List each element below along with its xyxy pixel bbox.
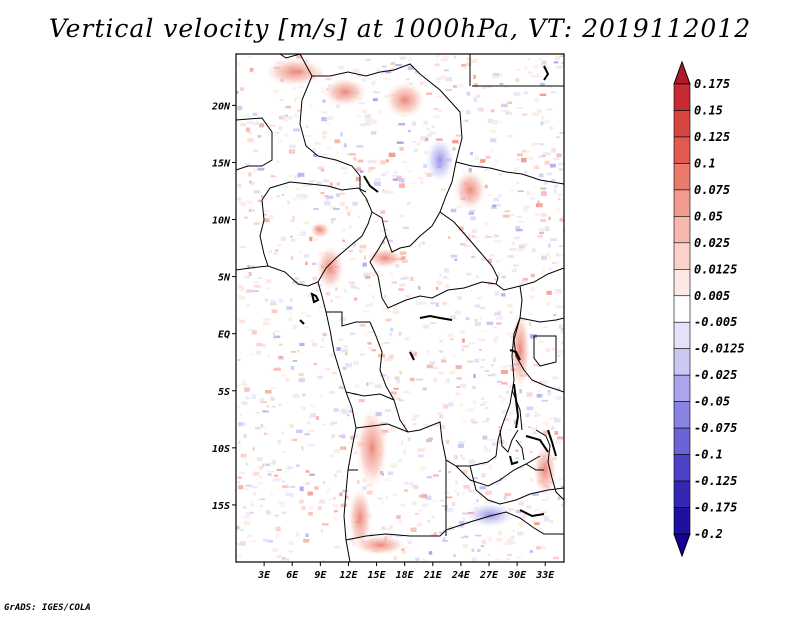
colorbar-label: 0.15 <box>694 103 723 117</box>
lat-tick-label: 20N <box>211 101 231 112</box>
colorbar-top-arrow <box>673 60 691 85</box>
colorbar-label: 0.075 <box>694 183 730 197</box>
country-borders <box>236 54 564 562</box>
lat-tick-label: 15N <box>212 158 231 169</box>
colorbar-segment <box>673 348 691 376</box>
colorbar-segment <box>673 110 691 138</box>
lon-tick-label: 24E <box>451 570 471 581</box>
lon-tick-label: 9E <box>314 570 327 581</box>
colorbar-label: -0.2 <box>694 527 723 541</box>
colorbar-segment <box>673 136 691 164</box>
map-title: Vertical velocity [m/s] at 1000hPa, VT: … <box>48 14 752 43</box>
lat-tick-label: 5S <box>218 387 230 398</box>
colorbar-label: 0.05 <box>694 209 723 223</box>
lon-tick-label: 3E <box>257 570 271 581</box>
lon-tick-label: 21E <box>423 570 443 581</box>
colorbar-label: -0.075 <box>694 421 737 435</box>
colorbar-segment <box>673 189 691 217</box>
colorbar-segment <box>673 480 691 508</box>
colorbar-segment <box>673 374 691 402</box>
colorbar-segment <box>673 454 691 482</box>
colorbar-bottom-arrow <box>673 533 691 558</box>
colorbar-segment <box>673 83 691 111</box>
lakes-and-coasts <box>299 65 557 518</box>
lon-tick-label: 33E <box>535 570 555 581</box>
colorbar-label: -0.05 <box>694 395 730 409</box>
colorbar-segment <box>673 268 691 297</box>
lat-tick-label: 10N <box>212 216 231 227</box>
colorbar-label: -0.025 <box>694 368 737 382</box>
colorbar-label: 0.0125 <box>694 262 737 276</box>
colorbar-label: -0.175 <box>694 501 737 515</box>
colorbar-label: 0.175 <box>694 77 730 91</box>
lat-tick-label: 10S <box>212 444 230 455</box>
colorbar: 0.175 0.15 0.125 0.1 0.075 0.05 0.025 0.0125 0.0… <box>673 60 745 558</box>
colorbar-segment <box>673 295 691 323</box>
colorbar-segment <box>673 216 691 244</box>
colorbar-label: -0.0125 <box>694 342 745 356</box>
colorbar-label: -0.125 <box>694 474 737 488</box>
grads-credit: GrADS: IGES/COLA <box>4 603 91 613</box>
longitude-ticks: 3E 6E 9E 12E 15E 18E 21E 24E 27E 30E 33E <box>257 562 555 581</box>
colorbar-label: 0.125 <box>694 130 730 144</box>
colorbar-segment <box>673 321 691 350</box>
colorbar-label: 0.1 <box>694 156 716 170</box>
colorbar-segment <box>673 163 691 191</box>
latitude-ticks: 20N 15N 10N 5N EQ 5S 10S 15S <box>211 101 236 512</box>
colorbar-segment <box>673 507 691 535</box>
colorbar-label: 0.025 <box>694 236 730 250</box>
lon-tick-label: 30E <box>507 570 527 581</box>
colorbar-segment <box>673 242 691 270</box>
colorbar-segment <box>673 401 691 429</box>
lat-tick-label: 5N <box>218 273 231 284</box>
lon-tick-label: 15E <box>368 570 387 581</box>
colorbar-label: -0.005 <box>694 315 737 329</box>
lat-tick-label: EQ <box>218 330 230 341</box>
colorbar-label: -0.1 <box>694 448 723 462</box>
lat-tick-label: 15S <box>212 501 230 512</box>
colorbar-segment <box>673 427 691 455</box>
colorbar-label: 0.005 <box>694 289 730 303</box>
lon-tick-label: 18E <box>396 570 415 581</box>
lon-tick-label: 6E <box>286 570 299 581</box>
lon-tick-label: 12E <box>339 570 358 581</box>
lon-tick-label: 27E <box>479 570 499 581</box>
map-frame <box>235 53 565 563</box>
velocity-field <box>236 54 564 562</box>
